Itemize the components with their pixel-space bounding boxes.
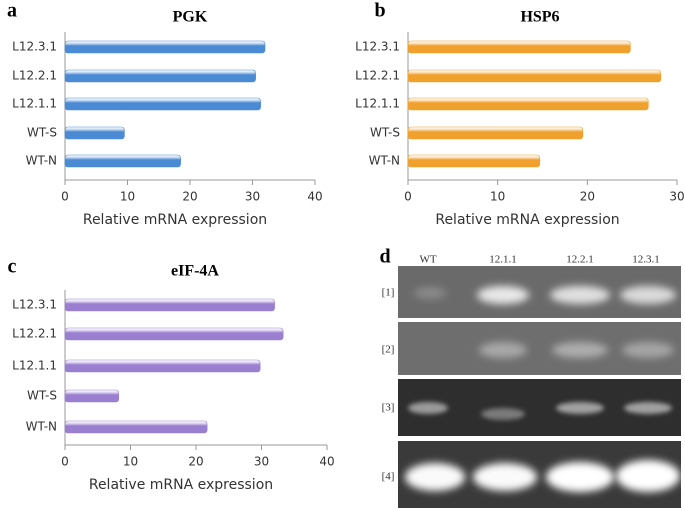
x-tick-label: 20: [188, 455, 203, 469]
row-label: [4]: [382, 471, 395, 483]
row-label: [1]: [382, 287, 395, 299]
y-tick-label: L12.1.1: [355, 97, 400, 111]
gel-band: [414, 287, 446, 299]
x-axis-label: Relative mRNA expression: [83, 212, 267, 228]
panel-label: b: [374, 0, 385, 22]
y-tick-label: WT-N: [369, 154, 400, 168]
y-tick-label: WT-N: [26, 154, 57, 168]
x-tick-label: 30: [245, 190, 260, 204]
bar: [407, 126, 584, 140]
gel-band: [408, 402, 448, 414]
y-tick-label: WT-N: [26, 420, 57, 434]
y-tick-label: L12.2.1: [355, 69, 400, 83]
bar: [64, 389, 120, 403]
chart: b HSP6 0 10 20 30 Relative mRNA expression L12.…: [355, 0, 685, 228]
panel-label: d: [379, 246, 390, 268]
panel-label: a: [7, 0, 17, 22]
gel-band: [552, 342, 608, 358]
x-axis-label: Relative mRNA expression: [89, 477, 273, 493]
x-tick-label: 20: [580, 190, 595, 204]
x-tick-label: 10: [120, 190, 135, 204]
gel-band: [479, 342, 527, 358]
bar: [64, 327, 284, 341]
bar: [64, 154, 181, 168]
bar: [64, 298, 275, 312]
x-tick-label: 40: [319, 455, 334, 469]
x-tick-label: 30: [254, 455, 269, 469]
panel-label: c: [8, 256, 17, 278]
x-tick-label: 10: [123, 455, 138, 469]
y-tick-label: L12.2.1: [12, 327, 57, 341]
y-tick-label: WT-S: [27, 126, 57, 140]
x-tick-label: 0: [404, 190, 412, 204]
gel-band: [624, 402, 672, 414]
bar: [64, 69, 256, 83]
y-tick-label: L12.1.1: [12, 97, 57, 111]
row-label: [2]: [382, 344, 395, 356]
chart-title: HSP6: [520, 9, 559, 26]
gel-band: [405, 463, 465, 491]
gel-band: [481, 408, 525, 420]
bar: [64, 126, 125, 140]
y-tick-label: L12.3.1: [355, 40, 400, 54]
chart: c eIF-4A 0 10 20 30 40 Relative mRNA expression…: [8, 256, 335, 493]
lane-label: WT: [419, 254, 436, 266]
gel-band: [616, 460, 680, 492]
chart: a PGK 0 10 20 30 40 Relative mRNA expression L12…: [7, 0, 323, 228]
x-tick-label: 20: [182, 190, 197, 204]
lane-label: 12.3.1: [632, 254, 660, 266]
y-tick-label: L12.3.1: [12, 40, 57, 54]
y-tick-label: L12.2.1: [12, 69, 57, 83]
bar: [64, 97, 261, 111]
bar: [64, 40, 266, 54]
x-tick-label: 40: [307, 190, 322, 204]
y-tick-label: L12.1.1: [12, 359, 57, 373]
gel-band: [620, 286, 676, 304]
chart-title: PGK: [173, 9, 208, 26]
x-tick-label: 0: [61, 190, 69, 204]
bar: [407, 97, 649, 111]
bar: [407, 69, 662, 83]
gel-band: [622, 342, 674, 358]
gel-band: [546, 462, 614, 492]
bar: [64, 359, 261, 373]
x-tick-label: 30: [669, 190, 684, 204]
row-label: [3]: [382, 402, 395, 414]
bar: [64, 420, 208, 434]
gel-band: [556, 402, 604, 414]
gel-band: [477, 286, 529, 304]
bar: [407, 154, 541, 168]
gel-panel: d WT 12.1.1 12.2.1 12.3.1 [1] [2] [3] [4…: [379, 246, 681, 508]
lane-label: 12.1.1: [489, 254, 517, 266]
y-tick-label: WT-S: [27, 389, 57, 403]
y-tick-label: WT-S: [370, 126, 400, 140]
x-axis-label: Relative mRNA expression: [435, 212, 619, 228]
gel-band: [550, 286, 610, 304]
gel-band: [473, 463, 537, 491]
x-tick-label: 10: [490, 190, 505, 204]
bar: [407, 40, 631, 54]
y-tick-label: L12.3.1: [12, 298, 57, 312]
chart-title: eIF-4A: [171, 263, 219, 280]
x-tick-label: 0: [61, 455, 69, 469]
lane-label: 12.2.1: [566, 254, 594, 266]
